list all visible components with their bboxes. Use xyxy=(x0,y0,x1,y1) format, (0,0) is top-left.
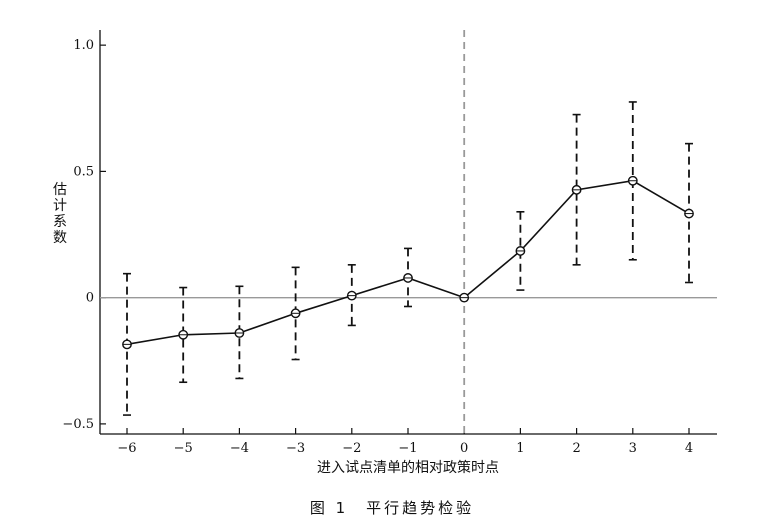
y-axis-label-char: 数 xyxy=(53,230,67,246)
tick-labels: −0.5 0 0.5 1.0 −6 −5 −4 −3 −2 −1 0 1 2 3 4 xyxy=(62,38,693,456)
x-tick-label: −2 xyxy=(342,441,361,456)
y-tick-label: 0 xyxy=(86,291,94,306)
x-tick-label: 1 xyxy=(516,441,524,456)
y-axis-label-char: 计 xyxy=(53,198,67,214)
error-bars xyxy=(123,101,693,416)
x-tick-label: 0 xyxy=(460,441,468,456)
figure-caption: 图 1 平行趋势检验 xyxy=(310,499,474,517)
y-tick-label: 0.5 xyxy=(73,164,94,179)
x-tick-label: 3 xyxy=(629,441,637,456)
y-tick-label: −0.5 xyxy=(62,417,94,432)
y-axis-label: 估计系数 xyxy=(53,182,67,246)
x-tick-label: −3 xyxy=(286,441,305,456)
x-tick-label: −4 xyxy=(230,441,249,456)
x-tick-label: −6 xyxy=(117,441,136,456)
x-tick-label: −1 xyxy=(398,441,417,456)
y-tick-label: 1.0 xyxy=(73,38,94,53)
x-tick-label: 2 xyxy=(572,441,580,456)
series-line xyxy=(122,175,694,350)
y-axis-label-char: 系 xyxy=(53,214,67,230)
x-axis-label: 进入试点清单的相对政策时点 xyxy=(317,459,499,476)
y-axis-label-char: 估 xyxy=(53,182,67,198)
reference-lines xyxy=(100,30,717,434)
x-tick-label: −5 xyxy=(174,441,193,456)
x-tick-label: 4 xyxy=(685,441,693,456)
axes xyxy=(99,30,717,435)
